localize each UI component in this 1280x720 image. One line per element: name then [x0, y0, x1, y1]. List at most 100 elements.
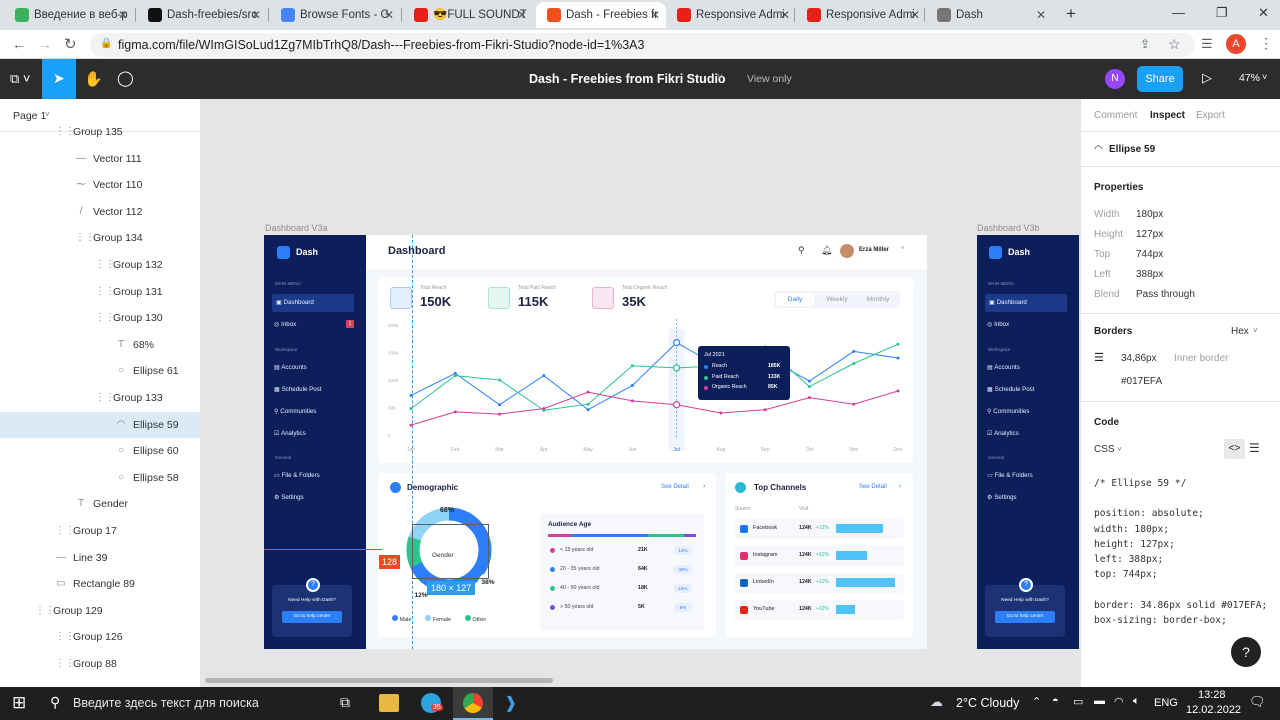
- nav-inbox[interactable]: ◎ Inbox: [274, 316, 296, 334]
- chrome-taskbar-item[interactable]: [453, 687, 493, 720]
- nav-file-folders[interactable]: ▭ File & Folders: [274, 467, 320, 485]
- browser-tab[interactable]: Dash-freebies/src ✕: [137, 2, 267, 28]
- nav-settings[interactable]: ⚙ Settings: [987, 489, 1017, 507]
- reading-list-icon[interactable]: ☰: [1201, 36, 1213, 51]
- layer-item[interactable]: ⋮⋮ Group 131: [0, 279, 200, 305]
- help-button[interactable]: ?: [1231, 637, 1261, 667]
- close-tab-icon[interactable]: ✕: [909, 8, 920, 22]
- browser-tab[interactable]: Dash - Freebies fr ✕: [536, 2, 666, 28]
- notifications-icon[interactable]: 🗨︎: [1249, 694, 1266, 709]
- windows-start-icon[interactable]: ⊞: [12, 693, 27, 712]
- present-play-icon[interactable]: ▷: [1202, 70, 1212, 85]
- layer-item[interactable]: ⋮⋮ Group 129: [0, 598, 200, 624]
- close-window-icon[interactable]: ✕: [1258, 5, 1269, 20]
- nav-accounts[interactable]: ▤ Accounts: [274, 359, 307, 377]
- close-tab-icon[interactable]: ✕: [649, 8, 660, 22]
- close-tab-icon[interactable]: ✕: [516, 8, 527, 22]
- code-language[interactable]: CSS: [1094, 444, 1115, 455]
- layer-item[interactable]: T 68%: [0, 332, 200, 358]
- dashboard-frame-b[interactable]: Dash MAIN MENU ▣ Dashboard ◎ Inbox Works…: [977, 235, 1080, 649]
- code-view-icon[interactable]: <>: [1224, 439, 1245, 459]
- layer-item[interactable]: — Line 39: [0, 545, 200, 571]
- browser-tab[interactable]: Browse Fonts - G ✕: [270, 2, 400, 28]
- user-avatar[interactable]: [840, 244, 854, 258]
- volume-icon[interactable]: 🔈︎: [1133, 695, 1140, 707]
- format-chevron-icon[interactable]: ˅: [1253, 326, 1258, 335]
- channel-row[interactable]: Instagram 124K +12%: [734, 546, 904, 566]
- help-center-button[interactable]: Go to help center: [282, 611, 342, 623]
- new-tab-button[interactable]: +: [1066, 4, 1076, 23]
- close-tab-icon[interactable]: ✕: [1035, 8, 1046, 22]
- close-tab-icon[interactable]: ✕: [779, 8, 790, 22]
- border-format[interactable]: Hex: [1231, 326, 1249, 337]
- nav-settings[interactable]: ⚙ Settings: [274, 489, 304, 507]
- channel-row[interactable]: Facebook 124K +12%: [734, 519, 904, 539]
- layer-item[interactable]: / Vector 112: [0, 199, 200, 225]
- weather-text[interactable]: 2°C Cloudy: [956, 696, 1020, 710]
- tray-chevron-icon[interactable]: ⌃: [1032, 696, 1042, 708]
- nav-schedule-post[interactable]: ▦ Schedule Post: [274, 381, 322, 399]
- language-indicator[interactable]: ENG: [1154, 697, 1178, 709]
- layer-item[interactable]: ○ Ellipse 58: [0, 465, 200, 491]
- channel-row[interactable]: YouTube 124K +12%: [734, 600, 904, 620]
- search-icon[interactable]: ⚲: [50, 694, 61, 710]
- nav-communities[interactable]: ⚲ Communities: [987, 403, 1029, 421]
- layer-item[interactable]: ◠ Ellipse 59: [0, 411, 200, 438]
- browser-tab[interactable]: Responsive Admi ✕: [666, 2, 796, 28]
- close-tab-icon[interactable]: ✕: [383, 8, 394, 22]
- list-view-icon[interactable]: ☰: [1249, 441, 1260, 455]
- nav-communities[interactable]: ⚲ Communities: [274, 403, 316, 421]
- clock-time[interactable]: 13:28: [1198, 689, 1226, 701]
- canvas-scrollbar[interactable]: [205, 678, 553, 683]
- nav-accounts[interactable]: ▤ Accounts: [987, 359, 1020, 377]
- layer-item[interactable]: ○ Ellipse 60: [0, 438, 200, 464]
- url-box[interactable]: 🔒 figma.com/file/WImGISoLud1Zg7MIbTrhQ8/…: [90, 33, 1195, 57]
- layer-item[interactable]: ⋮⋮ Group 130: [0, 305, 200, 331]
- tray-monitor-icon[interactable]: ▭: [1073, 696, 1084, 708]
- period-daily[interactable]: Daily: [776, 293, 814, 306]
- forward-arrow-icon[interactable]: →: [38, 36, 52, 52]
- nav-dashboard[interactable]: ▣ Dashboard: [272, 294, 354, 312]
- battery-icon[interactable]: ▬: [1094, 695, 1105, 707]
- layer-item[interactable]: — Vector 111: [0, 146, 200, 172]
- frame-label-b[interactable]: Dashboard V3b: [977, 223, 1040, 233]
- user-chevron-icon[interactable]: ˅: [901, 246, 905, 252]
- minimize-icon[interactable]: —: [1172, 5, 1185, 20]
- period-monthly[interactable]: Monthly: [866, 296, 890, 303]
- layer-item[interactable]: ⋮⋮ Group 88: [0, 651, 200, 677]
- layer-item[interactable]: ⁓ Vector 110: [0, 172, 200, 198]
- nav-inbox[interactable]: ◎ Inbox: [987, 316, 1009, 334]
- tab-comment[interactable]: Comment: [1094, 110, 1138, 121]
- layer-item[interactable]: ⋮⋮ Group 133: [0, 385, 200, 411]
- nav-schedule-post[interactable]: ▦ Schedule Post: [987, 381, 1035, 399]
- move-tool[interactable]: ➤: [42, 59, 76, 99]
- nav-dashboard[interactable]: ▣ Dashboard: [985, 294, 1067, 312]
- layer-item[interactable]: T Gender: [0, 491, 200, 517]
- back-arrow-icon[interactable]: ←: [12, 36, 26, 52]
- layer-item[interactable]: ○ Ellipse 61: [0, 358, 200, 384]
- file-explorer-icon[interactable]: [379, 694, 399, 712]
- layer-item[interactable]: ⋮⋮ Group 126: [0, 624, 200, 650]
- chevron-down-icon[interactable]: ˅: [717, 72, 723, 83]
- figma-menu-icon[interactable]: ⧉ ˅: [10, 71, 31, 86]
- browser-tab[interactable]: Responsive Admi ✕: [796, 2, 926, 28]
- reload-icon[interactable]: ↻: [64, 36, 77, 53]
- zoom-level[interactable]: 47%: [1239, 72, 1261, 84]
- file-title[interactable]: Dash - Freebies from Fikri Studio: [529, 72, 726, 86]
- dashboard-frame-a[interactable]: Dash MAIN MENU ▣ Dashboard ◎ Inbox 1 Wor…: [264, 235, 927, 649]
- nav-file-folders[interactable]: ▭ File & Folders: [987, 467, 1033, 485]
- user-name[interactable]: Erza Miller: [859, 247, 890, 253]
- tray-app-icon[interactable]: ◓: [1052, 695, 1059, 707]
- taskbar-search-input[interactable]: Введите здесь текст для поиска: [73, 696, 259, 710]
- maximize-icon[interactable]: ❐: [1216, 5, 1228, 20]
- close-tab-icon[interactable]: ✕: [250, 8, 261, 22]
- user-avatar[interactable]: N: [1105, 69, 1125, 89]
- language-chevron-icon[interactable]: ˅: [1117, 445, 1122, 454]
- period-weekly[interactable]: Weekly: [826, 296, 848, 303]
- menu-dots-icon[interactable]: ⋮: [1259, 35, 1273, 51]
- layer-item[interactable]: ⋮⋮ Group 132: [0, 252, 200, 278]
- layer-item[interactable]: ▭ Rectangle 89: [0, 571, 200, 597]
- channel-row[interactable]: LinkedIn 124K +12%: [734, 573, 904, 593]
- browser-tab[interactable]: 😎FULL SOUNDT ✕: [403, 2, 533, 28]
- page-chevron-icon[interactable]: ˅: [45, 110, 50, 119]
